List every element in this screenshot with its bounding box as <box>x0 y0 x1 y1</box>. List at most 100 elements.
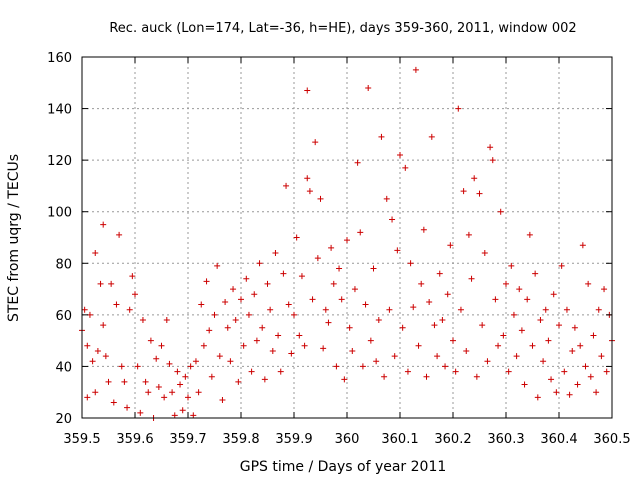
data-point <box>113 301 120 308</box>
data-point <box>137 409 144 416</box>
data-point <box>296 332 303 339</box>
data-point <box>455 105 462 112</box>
data-point <box>102 353 109 360</box>
data-point <box>312 139 319 146</box>
data-point <box>524 296 531 303</box>
data-point <box>248 368 255 375</box>
y-tick-label: 60 <box>55 309 72 324</box>
data-point <box>362 301 369 308</box>
x-tick-label: 359.7 <box>169 432 206 447</box>
data-point <box>415 342 422 349</box>
data-point <box>110 399 117 406</box>
data-point <box>397 151 403 158</box>
data-point <box>479 322 486 329</box>
data-point <box>561 368 568 375</box>
data-point <box>590 332 597 339</box>
data-point <box>341 376 348 383</box>
data-point <box>346 324 353 331</box>
data-point <box>518 327 525 334</box>
x-tick-label: 359.6 <box>116 432 153 447</box>
data-point <box>505 368 512 375</box>
data-point <box>185 394 191 401</box>
data-point <box>330 280 337 287</box>
data-point <box>224 324 231 331</box>
data-point <box>277 368 284 375</box>
data-point <box>375 317 382 324</box>
y-tick-label: 160 <box>47 51 72 66</box>
data-point <box>542 306 549 313</box>
data-point <box>508 262 515 269</box>
data-point <box>124 404 131 411</box>
data-point <box>161 394 168 401</box>
data-point <box>238 296 244 303</box>
data-point <box>240 342 247 349</box>
data-point <box>245 311 252 318</box>
data-point <box>407 260 414 267</box>
x-tick-label: 360.3 <box>487 432 524 447</box>
data-point <box>516 286 523 293</box>
data-point <box>139 317 146 324</box>
data-point <box>389 216 396 223</box>
data-point <box>394 247 401 254</box>
data-point <box>214 262 221 269</box>
data-point <box>481 249 488 256</box>
data-point <box>349 347 356 354</box>
data-point <box>534 394 541 401</box>
data-point <box>322 306 329 313</box>
data-point <box>222 298 229 305</box>
data-point <box>476 190 483 197</box>
data-point <box>495 342 502 349</box>
y-tick-labels: 20 40 60 80 100 120 140 160 <box>47 51 72 427</box>
data-point <box>344 237 350 244</box>
data-point <box>105 378 112 385</box>
data-point <box>399 324 406 331</box>
data-point <box>230 286 237 293</box>
data-point <box>550 291 557 298</box>
x-tick-label: 360 <box>335 432 360 447</box>
data-point <box>603 368 610 375</box>
data-point <box>410 304 417 311</box>
data-point <box>116 231 123 238</box>
data-point <box>280 270 287 277</box>
data-point <box>145 389 152 396</box>
data-point <box>259 324 266 331</box>
data-point <box>174 368 181 375</box>
data-point <box>261 376 268 383</box>
data-point <box>428 133 435 140</box>
data-point <box>121 378 128 385</box>
data-point <box>383 195 390 202</box>
x-tick-label: 359.8 <box>222 432 259 447</box>
data-point <box>256 260 263 267</box>
data-point <box>288 350 295 357</box>
data-point <box>147 337 154 344</box>
data-point <box>548 376 555 383</box>
data-point <box>182 373 189 380</box>
data-point <box>540 358 547 365</box>
data-point <box>232 317 239 324</box>
data-point <box>84 342 91 349</box>
data-point <box>577 342 584 349</box>
x-tick-label: 360.1 <box>381 432 418 447</box>
data-point <box>195 389 202 396</box>
data-point <box>370 265 377 272</box>
data-point <box>89 358 96 365</box>
data-point <box>463 347 470 354</box>
data-point <box>545 337 552 344</box>
data-point <box>378 133 385 140</box>
data-point <box>216 353 223 360</box>
data-point <box>404 368 411 375</box>
data-point <box>211 311 218 318</box>
data-point <box>243 275 250 282</box>
data-points <box>79 66 615 421</box>
data-point <box>304 175 311 182</box>
data-point <box>447 242 454 249</box>
data-point <box>574 381 581 388</box>
data-point <box>598 353 605 360</box>
data-point <box>198 301 205 308</box>
data-point <box>134 363 141 370</box>
data-point <box>203 278 210 285</box>
data-point <box>208 373 215 380</box>
y-tick-label: 120 <box>47 154 72 169</box>
data-point <box>304 87 311 94</box>
data-point <box>359 363 366 370</box>
